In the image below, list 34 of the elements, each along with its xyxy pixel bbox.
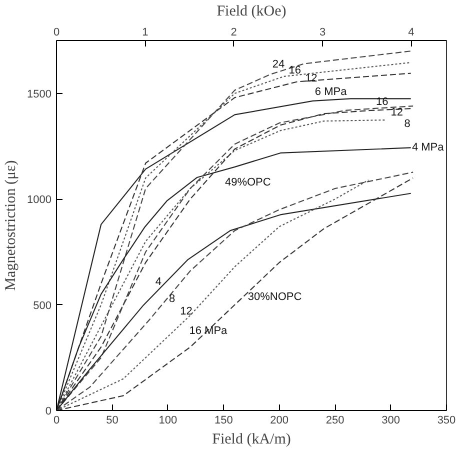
y-tick-label: 500 [33, 300, 52, 312]
annotation: 12 [180, 305, 192, 318]
x2-tick-label: 4 [408, 26, 414, 38]
x-axis-title: Field (kA/m) [212, 432, 291, 448]
x2-tick-label: 3 [319, 26, 326, 38]
annotation: 8 [404, 118, 410, 130]
annotation: 12 [305, 72, 318, 85]
x-tick-label: 200 [270, 414, 289, 426]
y-axis-title: Magnetostriction (με) [3, 160, 20, 291]
x2-tick-label: 1 [142, 26, 148, 38]
annotation: 8 [169, 292, 176, 305]
x-tick-label: 100 [158, 414, 178, 426]
x-tick-label: 50 [106, 414, 118, 426]
annotation: 30%NOPC [248, 290, 302, 303]
annotation: 49%OPC [224, 176, 271, 189]
y-tick-label: 1500 [27, 88, 52, 100]
y-tick-label: 1000 [27, 194, 52, 206]
x-tick-label: 300 [382, 414, 400, 426]
annotation: 16 [376, 96, 388, 108]
x2-tick-label: 2 [230, 26, 237, 38]
annotation: 12 [390, 106, 403, 119]
annotation: 16 MPa [189, 325, 228, 338]
x-tick-label: 250 [326, 414, 344, 426]
annotation: 24 [272, 58, 285, 70]
x-tick-label: 350 [437, 414, 456, 426]
x-tick-label: 0 [53, 414, 60, 426]
x-tick-label: 150 [214, 414, 233, 426]
y-tick-label: 0 [45, 406, 52, 418]
x2-axis-title: Field (kOe) [216, 4, 286, 20]
annotation: 16 [288, 64, 301, 76]
x2-tick-label: 0 [53, 26, 60, 38]
annotation: 4 MPa [412, 142, 445, 154]
annotation: 4 [155, 276, 162, 288]
annotation: 6 MPa [314, 86, 348, 98]
